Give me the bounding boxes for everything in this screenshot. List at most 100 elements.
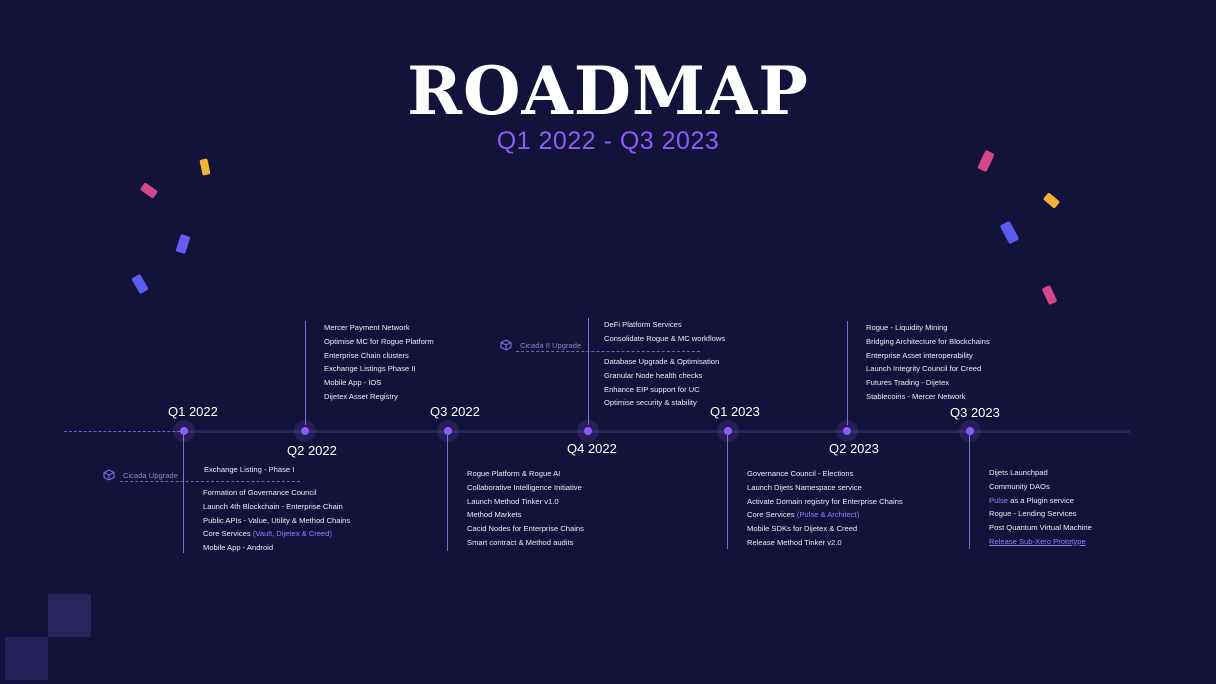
list-item: Release Method Tinker v2.0: [747, 537, 842, 547]
timeline-node-q4-2022: [577, 420, 599, 442]
decor-square-top: [48, 594, 91, 637]
list-item: Core Services (Vault, Dijetex & Creed): [203, 527, 350, 541]
list-item: Enterprise Chain clusters: [324, 350, 409, 360]
list-item: Pulse as a Plugin service: [989, 494, 1092, 508]
confetti-piece: [999, 220, 1020, 245]
list-item: Collaborative Intelligence Initiative: [467, 482, 582, 492]
stem-q3-2023: [969, 435, 970, 549]
list-item: Enhance EIP support for UC: [604, 384, 700, 394]
timeline-axis: [185, 430, 1130, 433]
item-text: Core Services: [747, 510, 797, 520]
list-item: Mobile SDKs for Dijetex & Creed: [747, 524, 858, 534]
list-item: Mobile App - IOS: [324, 378, 382, 388]
upgrade-dash-line: [120, 481, 300, 482]
list-item: Core Services (Pulse & Architect): [747, 508, 903, 522]
list-item: Smart contract & Method audits: [467, 537, 574, 547]
quarter-label-q2-2023: Q2 2023: [829, 441, 879, 456]
page-subtitle: Q1 2022 - Q3 2023: [496, 127, 720, 155]
list-item: Activate Domain registry for Enterprise …: [747, 496, 903, 506]
list-item: Launch Dijets Namespace service: [747, 482, 862, 492]
list-item: Rogue Platform & Rogue AI: [467, 469, 561, 478]
quarter-items-q1-2023: Governance Council - Elections Launch Di…: [747, 467, 903, 550]
confetti-piece: [131, 273, 149, 295]
q1-upgrade-item: Exchange Listing - Phase I: [204, 463, 294, 477]
list-item: Dijets Launchpad: [989, 468, 1048, 477]
quarter-items-q2-2022: Mercer Payment Network Optimise MC for R…: [324, 321, 434, 404]
quarter-label-q4-2022: Q4 2022: [567, 441, 617, 456]
list-item: Mercer Payment Network: [324, 323, 410, 332]
page-title: ROADMAP: [407, 52, 809, 130]
list-item: Launch Integrity Council for Creed: [866, 364, 982, 374]
list-item: Exchange Listing - Phase I: [204, 465, 295, 474]
upgrade-label: Cicada Upgrade: [123, 470, 178, 480]
timeline-node-q1-2023: [717, 420, 739, 442]
list-item: Cacid Nodes for Enterprise Chains: [467, 524, 584, 534]
quarter-items-q4-2022-bottom: Database Upgrade & Optimisation Granular…: [604, 355, 719, 410]
stem-q4-2022: [588, 318, 589, 425]
list-item: Release Sub-Xero Prototype: [989, 535, 1092, 549]
list-item: Governance Council - Elections: [747, 469, 854, 478]
upgrade-marker-cicada: Cicada Upgrade: [103, 469, 178, 481]
cube-icon: [500, 339, 512, 351]
quarter-label-q2-2022: Q2 2022: [287, 443, 337, 458]
confetti-piece: [175, 233, 191, 255]
timeline-node-q1-2022: [173, 420, 195, 442]
list-item: Rogue - Lending Services: [989, 509, 1077, 519]
list-item: Rogue - Liquidity Mining: [866, 323, 948, 332]
upgrade-label: Cicada II Upgrade: [520, 340, 582, 350]
stem-q2-2023: [847, 321, 848, 425]
list-item: Formation of Governance Council: [203, 488, 317, 497]
decor-square-bottom: [5, 637, 48, 680]
confetti-piece: [1042, 192, 1061, 209]
item-highlight: (Pulse & Architect): [796, 510, 860, 520]
quarter-label-q1-2022: Q1 2022: [168, 404, 218, 419]
cube-icon: [103, 469, 115, 481]
list-item: DeFi Platform Services: [604, 320, 682, 329]
list-item: Dijetex Asset Registry: [324, 391, 398, 401]
quarter-items-q2-2023: Rogue - Liquidity Mining Bridging Archit…: [866, 321, 990, 404]
list-item: Launch Method Tinker v1.0: [467, 496, 559, 506]
stem-q3-2022: [447, 435, 448, 551]
list-item: Post Quantum Virtual Machine: [989, 523, 1092, 533]
confetti-piece: [199, 158, 211, 176]
quarter-items-q3-2022: Rogue Platform & Rogue AI Collaborative …: [467, 467, 584, 550]
list-item: Consolidate Rogue & MC workflows: [604, 333, 726, 343]
timeline-node-q2-2022: [294, 420, 316, 442]
item-highlight: (Vault, Dijetex & Creed): [252, 529, 333, 539]
list-item: Stablecoins - Mercer Network: [866, 391, 966, 401]
list-item: Bridging Architecture for Blockchains: [866, 336, 990, 346]
list-item: Exchange Listings Phase II: [324, 364, 416, 374]
list-item: Method Markets: [467, 510, 522, 520]
upgrade-marker-cicada-ii: Cicada II Upgrade: [500, 339, 581, 351]
stem-q1-2023: [727, 435, 728, 549]
stem-q2-2022: [305, 321, 306, 425]
confetti-piece: [1041, 284, 1058, 306]
upgrade-dash-line: [516, 351, 700, 352]
timeline-node-q3-2022: [437, 420, 459, 442]
quarter-label-q3-2023: Q3 2023: [950, 405, 1000, 420]
quarter-label-q1-2023: Q1 2023: [710, 404, 760, 419]
quarter-items-q3-2023: Dijets Launchpad Community DAOs Pulse as…: [989, 466, 1092, 549]
quarter-items-q1-2022: Formation of Governance Council Launch 4…: [203, 486, 350, 555]
list-item: Futures Trading - Dijetex: [866, 378, 950, 388]
item-text: Core Services: [203, 529, 253, 539]
quarter-items-q4-2022-top: DeFi Platform Services Consolidate Rogue…: [604, 318, 725, 346]
confetti-piece: [139, 182, 159, 199]
list-item: Enterprise Asset interoperability: [866, 350, 973, 360]
item-text: as a Plugin service: [1008, 495, 1074, 505]
list-item: Database Upgrade & Optimisation: [604, 357, 720, 366]
list-item: Optimise MC for Rogue Platform: [324, 336, 434, 346]
item-highlight: Release Sub-Xero Prototype: [989, 536, 1086, 546]
list-item: Optimise security & stability: [604, 398, 697, 408]
list-item: Community DAOs: [989, 481, 1050, 491]
list-item: Launch 4th Blockchain - Enterprise Chain: [203, 501, 343, 511]
list-item: Mobile App - Android: [203, 543, 274, 553]
quarter-label-q3-2022: Q3 2022: [430, 404, 480, 419]
timeline-lead-dash: [64, 431, 185, 432]
timeline-node-q2-2023: [836, 420, 858, 442]
list-item: Granular Node health checks: [604, 370, 703, 380]
item-highlight: Pulse: [989, 495, 1008, 505]
stem-q1-2022: [183, 435, 184, 553]
list-item: Public APIs - Value, Utility & Method Ch…: [203, 515, 351, 525]
